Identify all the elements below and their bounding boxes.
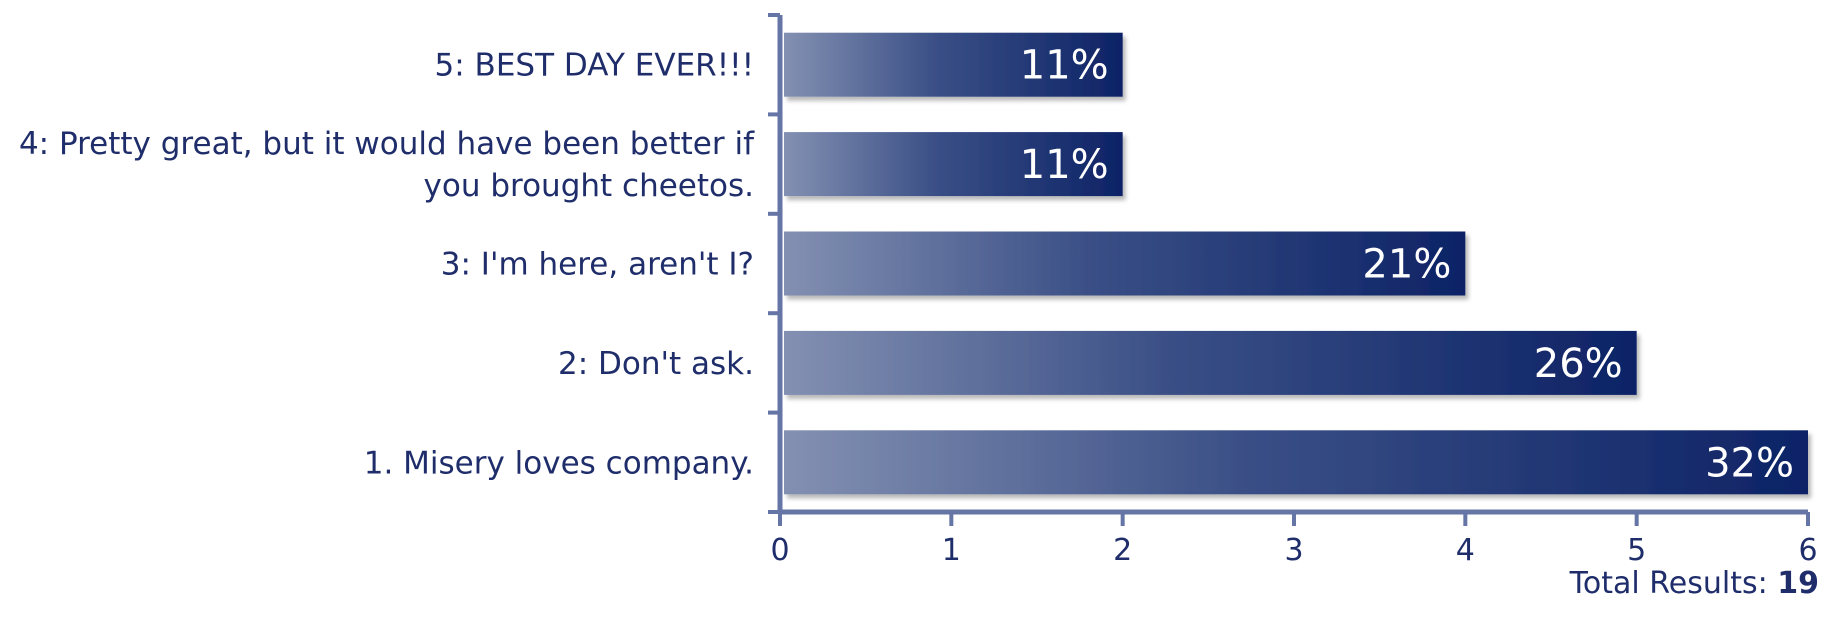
x-tick-label: 0 (770, 533, 789, 568)
category-label: 4: Pretty great, but it would have been … (19, 126, 755, 162)
x-tick-label: 4 (1456, 533, 1475, 568)
bar (784, 231, 1466, 296)
category-label: 2: Don't ask. (558, 346, 754, 382)
data-label: 32% (1705, 440, 1794, 486)
bar (784, 32, 1123, 97)
x-tick-label: 3 (1284, 533, 1303, 568)
x-tick-label: 5 (1627, 533, 1646, 568)
bar (784, 330, 1637, 395)
bar (784, 132, 1123, 197)
total-results-label: Total Results: (1569, 566, 1768, 601)
x-tick-label: 2 (1113, 533, 1132, 568)
total-results: Total Results: 19 (1570, 566, 1819, 601)
category-label: you brought cheetos. (424, 168, 754, 204)
category-label: 3: I'm here, aren't I? (441, 247, 754, 283)
x-tick-label: 1 (942, 533, 961, 568)
data-label: 11% (1020, 142, 1109, 188)
total-results-value: 19 (1777, 566, 1819, 601)
bar (784, 430, 1808, 495)
category-label: 1. Misery loves company. (364, 445, 754, 481)
data-label: 26% (1534, 341, 1623, 387)
x-tick-label: 6 (1798, 533, 1817, 568)
data-label: 21% (1362, 242, 1451, 288)
category-label: 5: BEST DAY EVER!!! (435, 48, 754, 84)
data-label: 11% (1020, 43, 1109, 89)
